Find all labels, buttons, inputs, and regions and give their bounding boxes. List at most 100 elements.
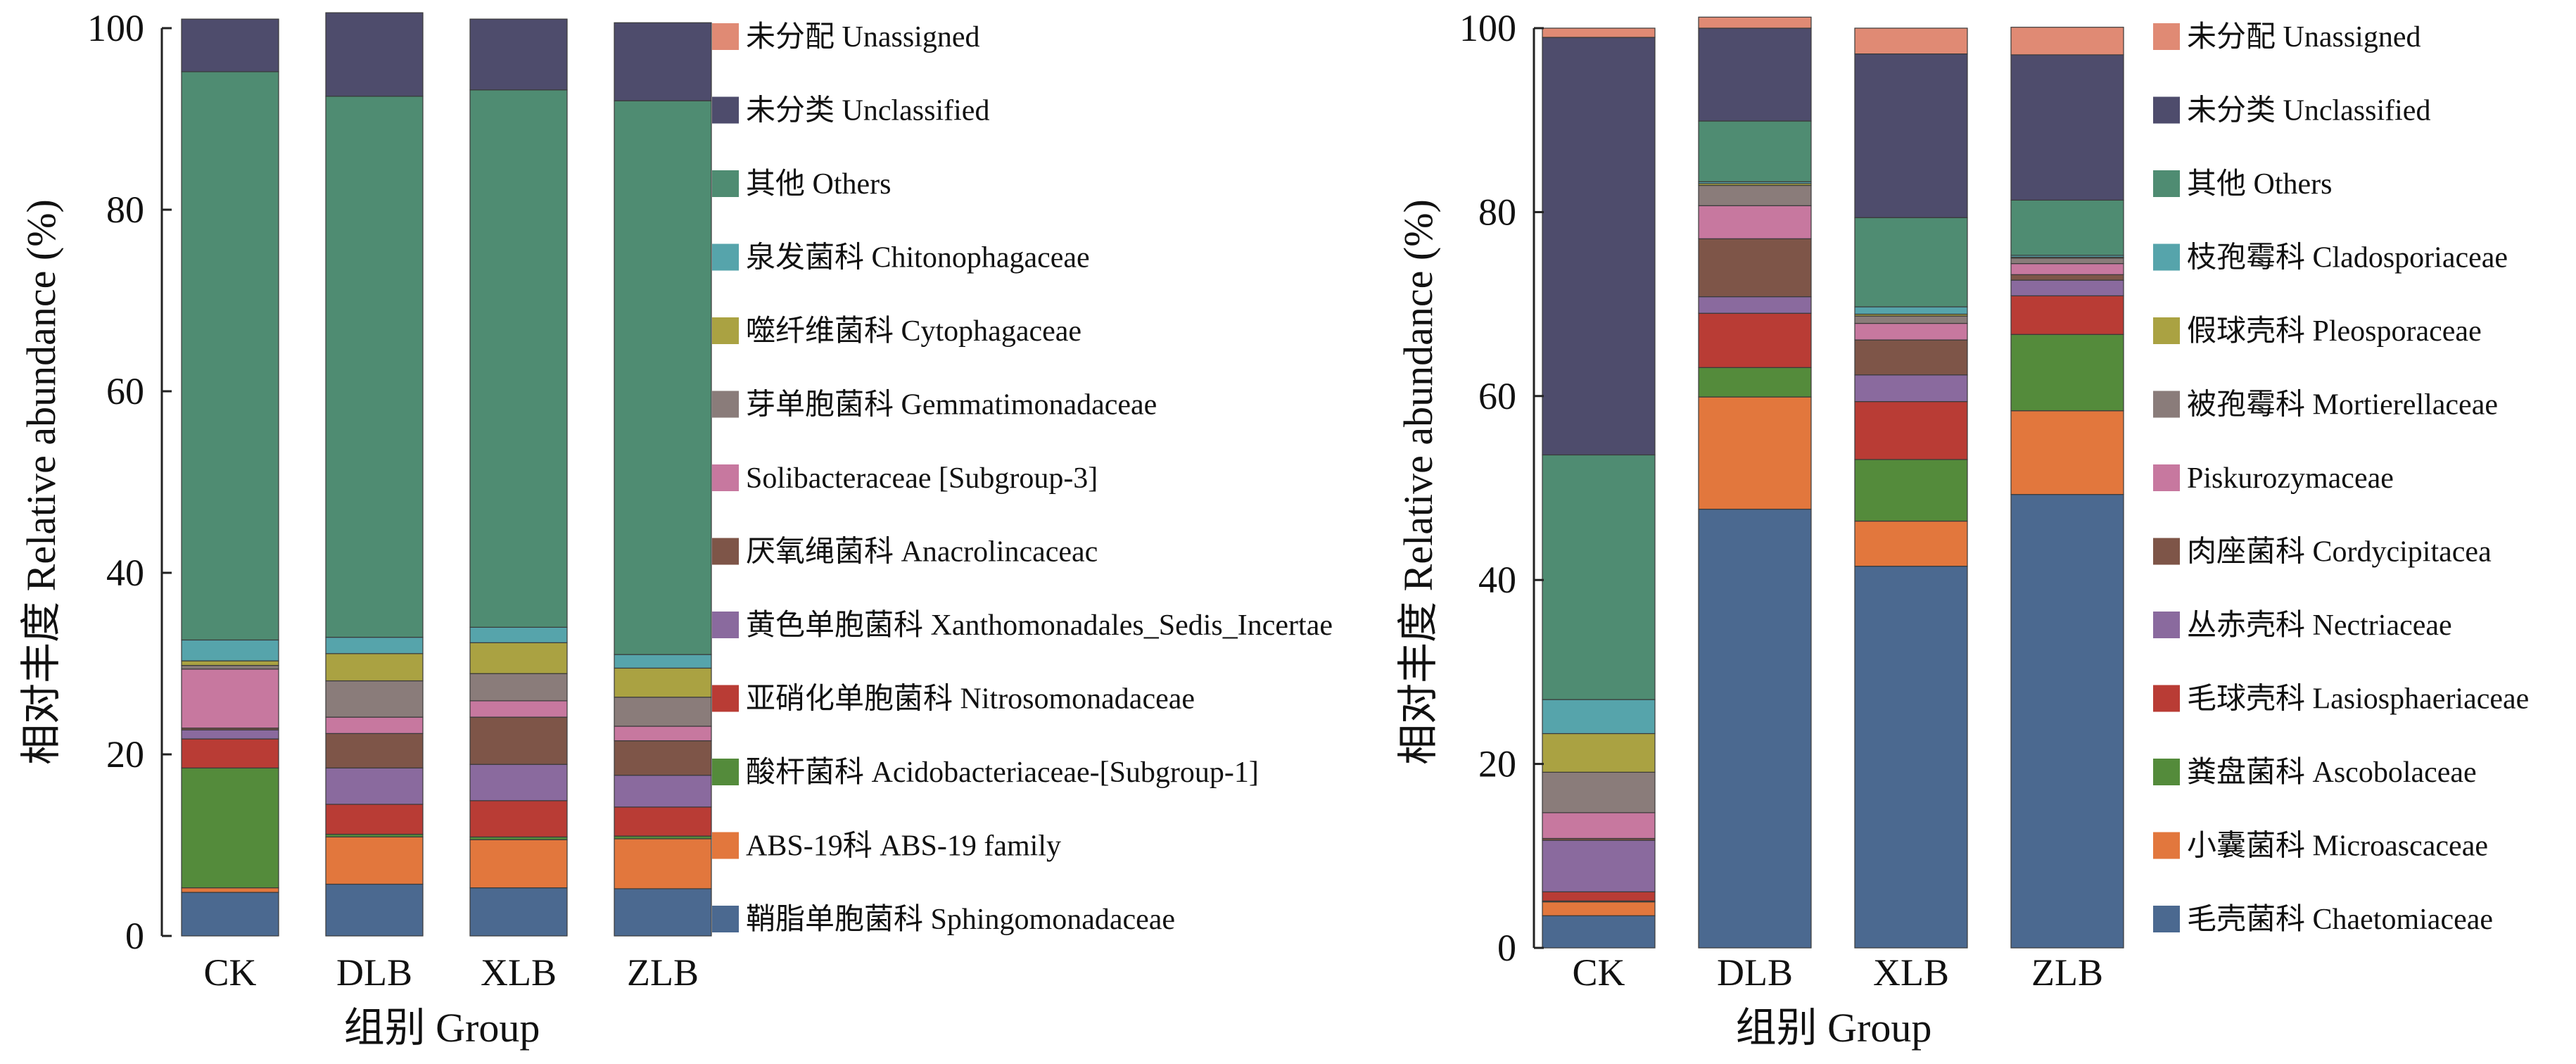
legend-label: 假球壳科 Pleosporaceae <box>2187 315 2482 348</box>
bar-segment-zlb-0 <box>2010 494 2124 949</box>
bar-segment-xlb-12 <box>1854 27 1968 55</box>
legend-swatch <box>712 759 739 785</box>
bar-segment-xlb-6 <box>1854 322 1968 341</box>
fungi-panel: CK DLB XLB ZLB 0 20 40 60 80 100 组别 Group 相对丰度 Rela… <box>1395 7 2529 1051</box>
legend-swatch <box>712 832 739 859</box>
y-tick-label: 0 <box>1497 927 1516 969</box>
bar-segment-dlb-4 <box>1698 296 1812 314</box>
bar-segment-zlb-9 <box>614 654 712 669</box>
bar-segment-xlb-10 <box>469 89 568 628</box>
legend-swatch <box>2153 23 2180 50</box>
legend-swatch <box>2153 612 2180 638</box>
bar-segment-ck-3 <box>181 738 279 768</box>
bar-segment-dlb-5 <box>1698 238 1812 298</box>
bar-segment-xlb-1 <box>469 839 568 889</box>
bar-segment-dlb-1 <box>325 836 424 885</box>
bar-segment-ck-0 <box>1542 915 1656 949</box>
bar-segment-xlb-11 <box>1854 53 1968 218</box>
bar-segment-xlb-9 <box>469 626 568 643</box>
legend-label: 其他 Others <box>746 168 891 201</box>
legend-label: Solibacteraceae [Subgroup-3] <box>746 462 1098 495</box>
legend-label: 噬纤维菌科 Cytophagaceae <box>746 315 1081 348</box>
legend-swatch <box>2153 391 2180 418</box>
bar-segment-ck-8 <box>1542 733 1656 773</box>
bar-segment-ck-7 <box>1542 771 1656 813</box>
x-tick-label: CK <box>1572 951 1625 994</box>
bar-segment-dlb-6 <box>1698 205 1812 239</box>
bar-segment-ck-2 <box>181 767 279 889</box>
legend-label: 厌氧绳菌科 Anacrolincaceac <box>746 536 1098 569</box>
legend-swatch <box>2153 464 2180 491</box>
bar-segment-zlb-11 <box>2010 54 2124 201</box>
y-axis-title: 相对丰度 Relative abundance (%) <box>18 199 64 765</box>
bar-segment-dlb-12 <box>1698 16 1812 29</box>
legend-swatch <box>712 538 739 565</box>
legend-label: 芽单胞菌科 Gemmatimonadaceae <box>746 389 1157 422</box>
bar-segment-zlb-11 <box>614 22 712 101</box>
bar-segment-ck-3 <box>1542 891 1656 901</box>
y-tick-label: 20 <box>1478 743 1516 785</box>
bar-segment-ck-0 <box>181 892 279 937</box>
legend-swatch <box>2153 685 2180 712</box>
bar-segment-zlb-10 <box>614 100 712 655</box>
legend-swatch <box>712 906 739 932</box>
x-tick-label: XLB <box>481 951 557 994</box>
legend-label: 未分配 Unassigned <box>746 21 979 53</box>
bar-segment-dlb-2 <box>1698 367 1812 398</box>
x-axis-title: 组别 Group <box>1736 1005 1932 1051</box>
bar-segment-xlb-0 <box>469 887 568 937</box>
legend-swatch <box>2153 243 2180 271</box>
legend-label: 未分配 Unassigned <box>2187 21 2420 53</box>
legend-swatch <box>2153 832 2180 859</box>
legend-label: 小囊菌科 Microascaceae <box>2187 830 2488 863</box>
legend-swatch <box>2153 96 2180 124</box>
bar-segment-xlb-8 <box>469 642 568 674</box>
bar-segment-zlb-5 <box>2010 274 2124 281</box>
legend-label: 亚硝化单胞菌科 Nitrosomonadaceae <box>746 683 1195 716</box>
y-tick-label: 100 <box>87 7 144 49</box>
bar-segment-xlb-5 <box>469 716 568 765</box>
y-tick-label: 40 <box>1478 559 1516 601</box>
bar-segment-dlb-7 <box>325 680 424 718</box>
bar-segment-ck-8 <box>181 660 279 666</box>
bar-segment-ck-4 <box>181 729 279 740</box>
bar-segment-xlb-3 <box>1854 401 1968 460</box>
legend-label: 肉座菌科 Cordycipitacea <box>2187 536 2492 569</box>
legend-label: 丛赤壳科 Nectriaceae <box>2187 609 2452 642</box>
bar-segment-zlb-1 <box>2010 410 2124 495</box>
bar-segment-dlb-3 <box>1698 312 1812 368</box>
bar-segment-xlb-9 <box>1854 306 1968 315</box>
bar-segment-dlb-6 <box>325 716 424 734</box>
legend-label: 鞘脂单胞菌科 Sphingomonadaceae <box>746 904 1175 936</box>
bar-segment-dlb-8 <box>325 653 424 682</box>
legend-label: 未分类 Unclassified <box>746 95 989 127</box>
x-tick-label: ZLB <box>627 951 699 994</box>
bar-segment-dlb-5 <box>325 733 424 768</box>
legend-swatch <box>2153 170 2180 197</box>
legend-swatch <box>712 464 739 491</box>
x-tick-label: XLB <box>1873 951 1949 994</box>
bar-segment-ck-11 <box>1542 37 1656 456</box>
y-axis-title: 相对丰度 Relative abundance (%) <box>1395 199 1441 765</box>
bar-segment-ck-7 <box>181 664 279 670</box>
bar-segment-xlb-7 <box>469 673 568 702</box>
legend-label: 毛球壳科 Lasiosphaeriaceae <box>2187 683 2529 716</box>
y-tick-label: 80 <box>106 189 144 231</box>
bar-segment-zlb-10 <box>2010 199 2124 256</box>
bar-segment-dlb-10 <box>1698 120 1812 182</box>
legend-swatch <box>712 685 739 712</box>
bar-segment-dlb-1 <box>1698 396 1812 510</box>
bar-segment-xlb-1 <box>1854 520 1968 567</box>
bar-segment-zlb-7 <box>2010 258 2124 265</box>
legend-swatch <box>712 23 739 50</box>
bar-segment-ck-6 <box>1542 812 1656 840</box>
bar-segment-dlb-11 <box>1698 27 1812 122</box>
bar-segment-xlb-0 <box>1854 565 1968 949</box>
legend-label: 酸杆菌科 Acidobacteriaceae-[Subgroup-1] <box>746 756 1259 789</box>
legend-swatch <box>2153 538 2180 565</box>
legend-label: 其他 Others <box>2187 168 2332 201</box>
bar-segment-xlb-10 <box>1854 217 1968 308</box>
bar-segment-ck-9 <box>181 639 279 661</box>
bar-segment-zlb-3 <box>2010 295 2124 335</box>
legend-swatch <box>712 243 739 271</box>
